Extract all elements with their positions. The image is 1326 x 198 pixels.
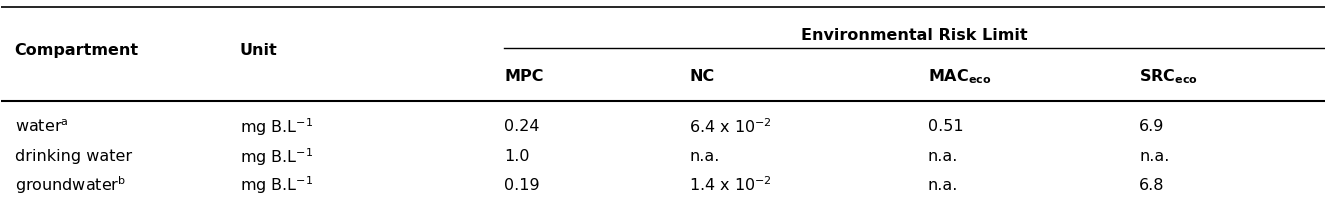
Text: groundwater$^\mathregular{b}$: groundwater$^\mathregular{b}$ <box>15 174 126 196</box>
Text: drinking water: drinking water <box>15 149 131 165</box>
Text: 0.19: 0.19 <box>504 178 540 193</box>
Text: 1.0: 1.0 <box>504 149 529 165</box>
Text: 1.4 x 10$^\mathregular{-2}$: 1.4 x 10$^\mathregular{-2}$ <box>690 176 773 194</box>
Text: n.a.: n.a. <box>928 178 957 193</box>
Text: MPC: MPC <box>504 69 544 84</box>
Text: Compartment: Compartment <box>15 43 139 58</box>
Text: n.a.: n.a. <box>928 149 957 165</box>
Text: Environmental Risk Limit: Environmental Risk Limit <box>801 28 1028 43</box>
Text: mg B.L$^\mathregular{-1}$: mg B.L$^\mathregular{-1}$ <box>240 174 313 196</box>
Text: n.a.: n.a. <box>690 149 720 165</box>
Text: MAC$_\mathregular{eco}$: MAC$_\mathregular{eco}$ <box>928 67 992 86</box>
Text: 6.9: 6.9 <box>1139 119 1164 134</box>
Text: water$^\mathregular{a}$: water$^\mathregular{a}$ <box>15 119 68 135</box>
Text: 0.24: 0.24 <box>504 119 540 134</box>
Text: NC: NC <box>690 69 715 84</box>
Text: Unit: Unit <box>240 43 277 58</box>
Text: SRC$_\mathregular{eco}$: SRC$_\mathregular{eco}$ <box>1139 67 1199 86</box>
Text: n.a.: n.a. <box>1139 149 1170 165</box>
Text: 0.51: 0.51 <box>928 119 963 134</box>
Text: mg B.L$^\mathregular{-1}$: mg B.L$^\mathregular{-1}$ <box>240 146 313 168</box>
Text: 6.4 x 10$^\mathregular{-2}$: 6.4 x 10$^\mathregular{-2}$ <box>690 118 773 136</box>
Text: 6.8: 6.8 <box>1139 178 1164 193</box>
Text: mg B.L$^\mathregular{-1}$: mg B.L$^\mathregular{-1}$ <box>240 116 313 138</box>
